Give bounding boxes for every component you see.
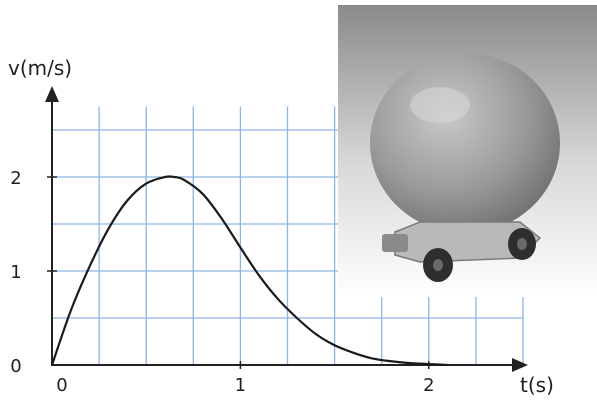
curve-layer — [50, 175, 449, 367]
x-tick-label: 0 — [56, 375, 67, 396]
x-tick-label: 2 — [423, 375, 434, 396]
balloon — [370, 53, 560, 233]
y-axis-title: v(m/s) — [8, 56, 72, 80]
balloon-highlight — [410, 87, 470, 123]
y-tick-label: 1 — [10, 262, 21, 283]
y-tick-label: 2 — [10, 168, 21, 189]
velocity-curve — [50, 175, 449, 367]
car-hub-rear — [517, 238, 527, 250]
balloon-car-photo — [338, 5, 597, 297]
label-layer: 0 1 2 0 1 2 v(m/s) t(s) — [8, 56, 554, 397]
car-hub-front — [433, 259, 443, 271]
y-tick-label: 0 — [10, 356, 21, 377]
y-axis-arrow — [45, 86, 59, 102]
x-axis-arrow — [512, 358, 528, 372]
x-axis-title: t(s) — [520, 373, 554, 397]
x-tick-label: 1 — [235, 375, 246, 396]
car-nozzle — [382, 234, 408, 252]
